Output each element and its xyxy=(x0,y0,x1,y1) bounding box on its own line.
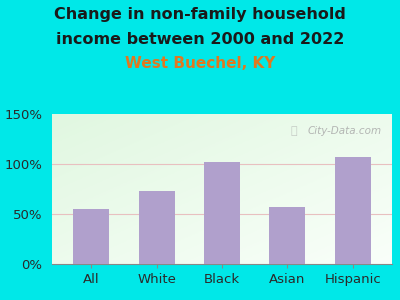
Bar xyxy=(73,209,109,264)
Bar xyxy=(335,157,371,264)
Text: ⓘ: ⓘ xyxy=(290,126,297,136)
Bar xyxy=(270,207,305,264)
Text: City-Data.com: City-Data.com xyxy=(308,126,382,136)
Text: income between 2000 and 2022: income between 2000 and 2022 xyxy=(56,32,344,46)
Bar xyxy=(139,191,174,264)
Text: West Buechel, KY: West Buechel, KY xyxy=(125,56,275,70)
Text: Change in non-family household: Change in non-family household xyxy=(54,8,346,22)
Bar xyxy=(204,162,240,264)
